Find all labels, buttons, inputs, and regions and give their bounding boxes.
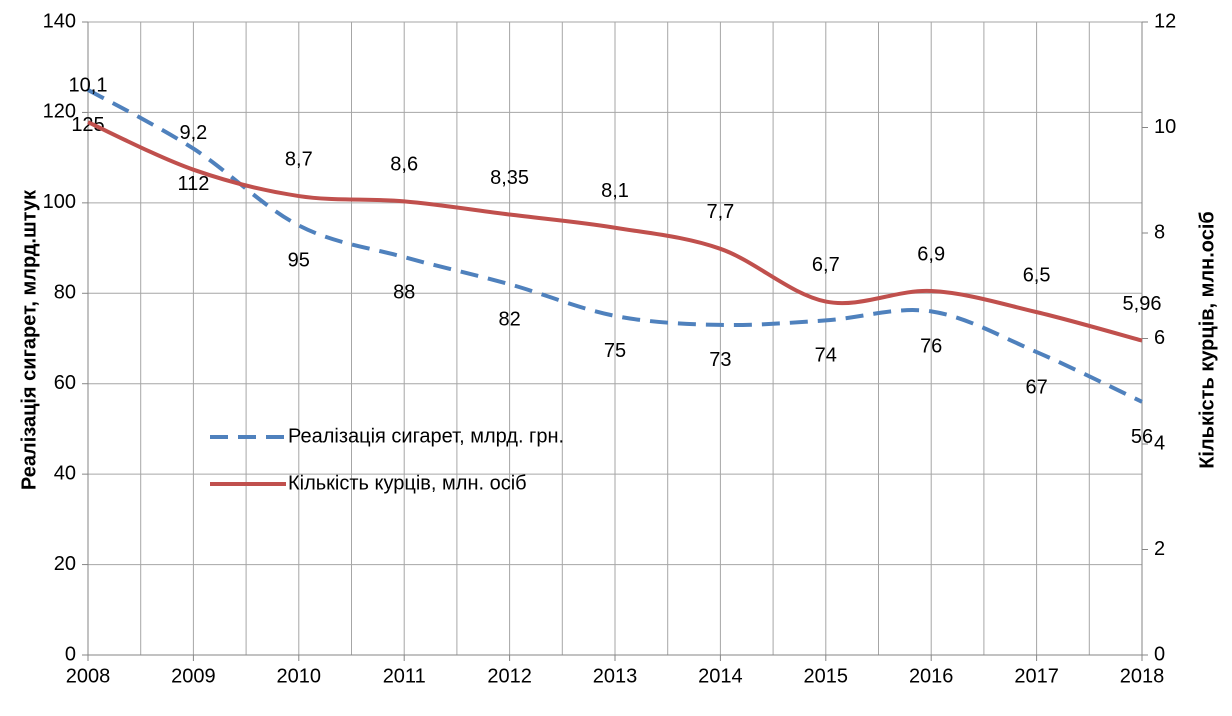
- x-tick-label: 2011: [383, 665, 426, 687]
- data-label: 73: [709, 349, 731, 371]
- legend-label: Реалізація сигарет, млрд. грн.: [288, 425, 564, 447]
- y-axis-title: Реалізація сигарет, млрд.штук: [18, 189, 40, 490]
- x-tick-label: 2014: [698, 665, 743, 687]
- y2-tick-label: 0: [1154, 643, 1165, 665]
- y-tick-label: 60: [54, 372, 76, 394]
- data-label: 10,1: [69, 75, 108, 97]
- y2-axis-title: Кількість курців, млн.осіб: [1196, 211, 1218, 469]
- data-label: 125: [71, 114, 104, 136]
- x-tick-label: 2017: [1014, 665, 1059, 687]
- y-tick-label: 20: [54, 553, 76, 575]
- data-label: 8,6: [390, 154, 418, 176]
- data-label: 6,5: [1023, 264, 1051, 286]
- data-label: 112: [177, 173, 209, 195]
- data-label: 95: [288, 250, 310, 272]
- data-label: 56: [1131, 426, 1153, 448]
- data-label: 74: [815, 345, 837, 367]
- y2-tick-label: 4: [1154, 432, 1165, 454]
- data-label: 8,7: [285, 148, 313, 170]
- data-label: 7,7: [706, 201, 734, 223]
- x-tick-label: 2012: [487, 665, 532, 687]
- data-label: 9,2: [179, 122, 207, 144]
- data-label: 6,7: [812, 254, 840, 276]
- y-tick-label: 100: [43, 191, 76, 213]
- y2-tick-label: 8: [1154, 221, 1165, 243]
- legend-label: Кількість курців, млн. осіб: [288, 472, 527, 494]
- y-tick-label: 0: [65, 643, 76, 665]
- y2-tick-label: 12: [1154, 10, 1176, 32]
- data-label: 82: [498, 309, 520, 331]
- data-label: 6,9: [917, 243, 945, 265]
- x-tick-label: 2015: [804, 665, 849, 687]
- x-tick-label: 2018: [1120, 665, 1165, 687]
- data-label: 88: [393, 281, 415, 303]
- x-tick-label: 2016: [909, 665, 954, 687]
- x-tick-label: 2008: [66, 665, 111, 687]
- data-label: 8,35: [490, 167, 529, 189]
- series-line: [87, 88, 1143, 404]
- data-label: 5,96: [1123, 293, 1162, 315]
- y-tick-label: 80: [54, 282, 76, 304]
- y-tick-label: 140: [43, 10, 76, 32]
- data-label: 67: [1025, 376, 1047, 398]
- data-label: 76: [920, 336, 942, 358]
- data-label: 75: [604, 340, 626, 362]
- y-tick-label: 40: [54, 462, 76, 484]
- x-tick-label: 2013: [593, 665, 638, 687]
- y2-tick-label: 2: [1154, 538, 1165, 560]
- x-tick-label: 2010: [277, 665, 322, 687]
- y2-tick-label: 10: [1154, 116, 1176, 138]
- x-tick-label: 2009: [171, 665, 216, 687]
- series-line: [87, 120, 1143, 343]
- data-label: 8,1: [601, 180, 629, 202]
- y-tick-label: 120: [43, 101, 76, 123]
- y2-tick-label: 6: [1154, 327, 1165, 349]
